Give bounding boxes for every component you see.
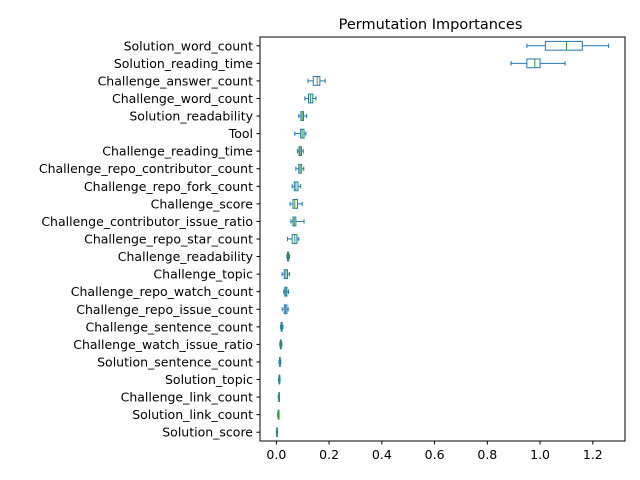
box-3 xyxy=(307,76,326,86)
box-12 xyxy=(286,234,300,244)
x-tick-label: 1.0 xyxy=(530,447,550,462)
box-20 xyxy=(277,374,281,385)
y-tick-label: Solution_sentence_count xyxy=(97,354,253,369)
y-tick-label: Challenge_word_count xyxy=(112,91,253,106)
box-13 xyxy=(286,251,291,262)
y-tick-label: Solution_word_count xyxy=(124,38,254,53)
y-tick-label: Challenge_score xyxy=(151,196,254,211)
box-iqr xyxy=(526,58,541,69)
box-22 xyxy=(277,409,280,420)
box-1 xyxy=(526,40,610,51)
box-4 xyxy=(304,93,317,104)
box-2 xyxy=(510,58,566,69)
y-tick-label: Challenge_watch_issue_ratio xyxy=(73,337,253,352)
box-iqr xyxy=(544,40,583,51)
x-tick-label: 0.0 xyxy=(266,447,286,462)
y-tick-label: Solution_topic xyxy=(165,372,253,387)
y-tick-label: Challenge_link_count xyxy=(121,390,253,405)
box-6 xyxy=(294,128,307,139)
y-tick-label: Challenge_repo_contributor_count xyxy=(39,161,253,176)
x-tick-label: 1.2 xyxy=(583,447,603,462)
y-tick-label: Solution_score xyxy=(162,425,253,440)
y-tick-label: Challenge_reading_time xyxy=(102,144,253,159)
box-19 xyxy=(278,357,282,367)
y-tick-label: Challenge_repo_issue_count xyxy=(76,302,253,317)
box-23 xyxy=(275,427,278,438)
box-17 xyxy=(280,321,284,332)
box-16 xyxy=(281,304,289,315)
x-tick-label: 0.6 xyxy=(425,447,445,462)
y-tick-label: Solution_readability xyxy=(129,109,253,124)
chart-title: Permutation Importances xyxy=(339,17,523,33)
y-tick-label: Challenge_topic xyxy=(153,267,253,282)
y-tick-label: Challenge_repo_watch_count xyxy=(71,284,253,299)
y-tick-label: Challenge_contributor_issue_ratio xyxy=(41,214,253,229)
box-iqr xyxy=(312,76,321,86)
box-14 xyxy=(281,269,291,280)
x-tick-label: 0.2 xyxy=(319,447,339,462)
y-tick-label: Challenge_answer_count xyxy=(98,73,254,88)
x-tick-label: 0.8 xyxy=(477,447,497,462)
plot-frame xyxy=(259,36,626,442)
y-tick-label: Challenge_readability xyxy=(118,249,254,264)
box-21 xyxy=(277,392,281,402)
box-11 xyxy=(290,216,305,227)
y-tick-label: Tool xyxy=(228,126,253,141)
box-18 xyxy=(279,339,283,350)
box-marks xyxy=(275,40,610,438)
box-15 xyxy=(283,286,289,297)
y-tick-label: Challenge_sentence_count xyxy=(86,319,254,334)
x-axis: 0.0 0.2 0.4 0.6 0.8 1.0 1.2 xyxy=(266,441,603,462)
y-tick-label: Solution_reading_time xyxy=(114,56,253,71)
box-10 xyxy=(289,198,303,209)
box-8 xyxy=(295,163,305,174)
y-tick-label: Challenge_repo_fork_count xyxy=(84,179,253,194)
box-9 xyxy=(291,181,302,192)
x-tick-label: 0.4 xyxy=(372,447,392,462)
box-5 xyxy=(298,111,308,121)
y-tick-label: Challenge_repo_star_count xyxy=(84,232,253,247)
box-7 xyxy=(296,146,304,157)
y-tick-label: Solution_link_count xyxy=(132,407,253,422)
y-tick-labels: Solution_word_count Solution_reading_time… xyxy=(39,38,260,440)
